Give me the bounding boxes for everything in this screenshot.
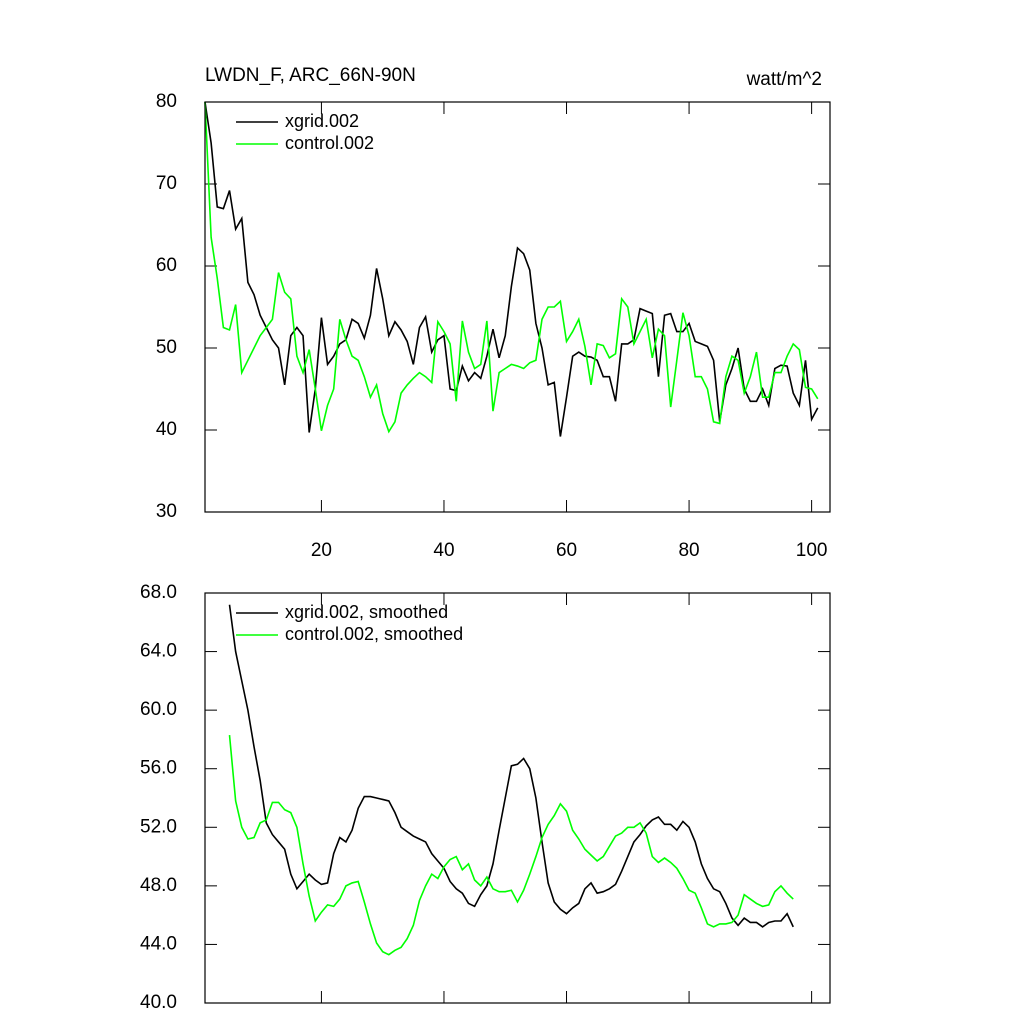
y-tick-label: 80 xyxy=(156,91,177,112)
legend-label: xgrid.002 xyxy=(285,111,359,131)
y-tick-label: 40 xyxy=(156,419,177,440)
y-tick-label: 30 xyxy=(156,501,177,522)
y-tick-label: 56.0 xyxy=(140,758,177,779)
series-line xyxy=(204,101,819,437)
x-tick-label: 40 xyxy=(433,540,454,561)
chart-title: LWDN_F, ARC_66N-90N xyxy=(205,65,416,86)
y-tick-label: 68.0 xyxy=(140,582,177,603)
units-label: watt/m^2 xyxy=(746,69,822,90)
y-tick-label: 60.0 xyxy=(140,699,177,720)
y-tick-label: 40.0 xyxy=(140,992,177,1013)
y-tick-label: 70 xyxy=(156,173,177,194)
plot-frame xyxy=(204,101,831,513)
y-tick-label: 50 xyxy=(156,337,177,358)
x-tick-label: 80 xyxy=(678,540,699,561)
y-tick-label: 44.0 xyxy=(140,933,177,954)
legend-label: xgrid.002, smoothed xyxy=(285,602,448,622)
x-tick-label: 100 xyxy=(796,540,828,561)
x-tick-label: 60 xyxy=(556,540,577,561)
y-tick-label: 52.0 xyxy=(140,816,177,837)
x-tick-label: 20 xyxy=(311,540,332,561)
series-line xyxy=(204,101,819,434)
y-tick-label: 64.0 xyxy=(140,641,177,662)
legend-label: control.002, smoothed xyxy=(285,624,463,644)
y-tick-label: 48.0 xyxy=(140,875,177,896)
series-line xyxy=(228,604,794,928)
plot-frame xyxy=(204,592,831,1004)
legend-label: control.002 xyxy=(285,133,374,153)
y-tick-label: 60 xyxy=(156,255,177,276)
series-line xyxy=(228,734,794,956)
